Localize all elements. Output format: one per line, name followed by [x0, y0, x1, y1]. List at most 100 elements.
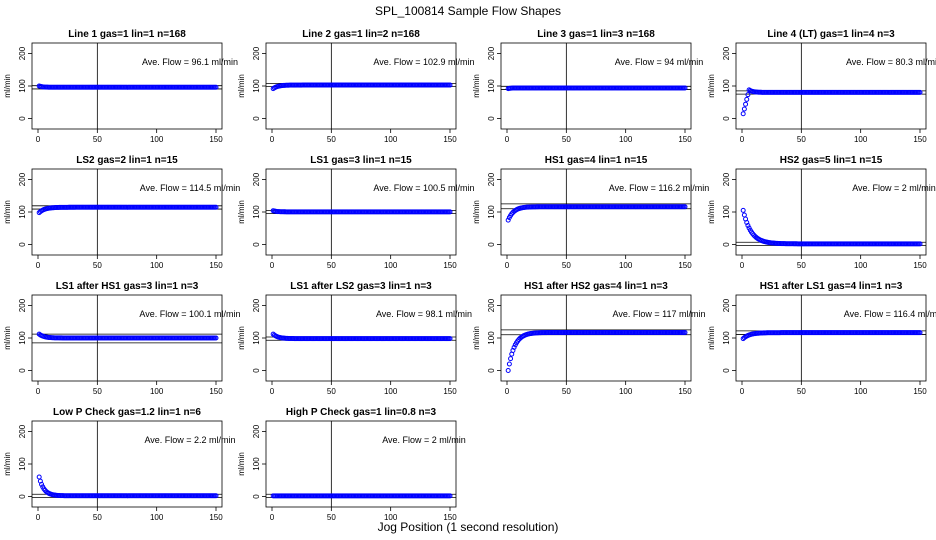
- y-tick-label: 100: [487, 331, 496, 345]
- panel-11: HS1 after HS2 gas=4 lin=1 n=3 ml/min 0 100 2…: [472, 281, 705, 396]
- x-tick-label: 50: [93, 261, 102, 270]
- data-points: [270, 331, 453, 342]
- y-tick-label: 100: [722, 331, 731, 345]
- y-axis-label: ml/min: [707, 326, 716, 350]
- panel-5: LS2 gas=2 lin=1 n=15 ml/min 0 100 200 0 50 100 1…: [3, 155, 240, 270]
- x-tick-label: 150: [209, 135, 223, 144]
- panels: Line 1 gas=1 lin=1 n=168 ml/min 0 100 200 0 50…: [3, 29, 936, 522]
- panel-title: Line 3 gas=1 lin=3 n=168: [537, 29, 655, 40]
- x-tick-label: 150: [678, 135, 692, 144]
- data-point: [447, 336, 453, 342]
- y-axis-label: ml/min: [3, 74, 12, 98]
- y-tick-label: 0: [487, 116, 496, 121]
- panel-title: HS1 after LS1 gas=4 lin=1 n=3: [760, 281, 903, 292]
- data-points: [270, 208, 453, 215]
- panel-9: LS1 after HS1 gas=3 lin=1 n=3 ml/min 0 100 2…: [3, 281, 241, 396]
- x-tick-label: 150: [913, 261, 927, 270]
- y-axis-label: ml/min: [237, 452, 246, 476]
- data-point: [213, 204, 219, 210]
- data-point: [506, 361, 512, 367]
- x-tick-label: 50: [327, 387, 336, 396]
- data-point: [743, 101, 749, 107]
- data-point: [917, 89, 923, 95]
- y-tick-label: 0: [722, 116, 731, 121]
- data-points: [270, 82, 453, 92]
- x-tick-label: 0: [36, 135, 41, 144]
- x-tick-label: 150: [913, 135, 927, 144]
- y-tick-label: 200: [252, 298, 261, 312]
- x-tick-label: 100: [619, 387, 633, 396]
- x-tick-label: 0: [270, 261, 275, 270]
- y-tick-label: 200: [487, 298, 496, 312]
- y-axis-label: ml/min: [3, 200, 12, 224]
- y-axis-label: ml/min: [3, 452, 12, 476]
- y-tick-label: 200: [722, 172, 731, 186]
- x-tick-label: 100: [384, 261, 398, 270]
- y-tick-label: 100: [487, 205, 496, 219]
- plot-frame: [500, 294, 692, 382]
- data-point: [740, 207, 746, 213]
- x-tick-label: 50: [327, 513, 336, 522]
- y-tick-label: 200: [722, 46, 731, 60]
- data-points: [740, 207, 923, 247]
- y-tick-label: 0: [18, 494, 27, 499]
- x-tick-label: 0: [740, 135, 745, 144]
- x-tick-label: 0: [36, 261, 41, 270]
- x-tick-label: 50: [93, 135, 102, 144]
- data-point: [741, 106, 747, 112]
- data-points: [505, 204, 688, 223]
- data-point: [511, 344, 517, 350]
- y-tick-label: 200: [18, 298, 27, 312]
- panel-12: HS1 after LS1 gas=4 lin=1 n=3 ml/min 0 100 2…: [707, 281, 936, 396]
- x-tick-label: 150: [209, 261, 223, 270]
- x-tick-label: 0: [740, 261, 745, 270]
- y-tick-label: 100: [722, 79, 731, 93]
- data-point: [447, 82, 453, 88]
- y-tick-label: 0: [252, 242, 261, 247]
- data-points: [740, 87, 923, 117]
- y-tick-label: 0: [487, 242, 496, 247]
- data-point: [447, 493, 453, 499]
- panel-title: Line 2 gas=1 lin=2 n=168: [302, 29, 420, 40]
- x-tick-label: 0: [505, 135, 510, 144]
- x-tick-label: 150: [678, 387, 692, 396]
- panel-3: Line 3 gas=1 lin=3 n=168 ml/min 0 100 200 0 50…: [472, 29, 703, 144]
- y-tick-label: 0: [18, 116, 27, 121]
- data-point: [682, 204, 688, 210]
- y-tick-label: 100: [487, 79, 496, 93]
- x-tick-label: 50: [562, 261, 571, 270]
- panel-title: LS1 gas=3 lin=1 n=15: [310, 155, 412, 166]
- average-flow-annotation: Ave. Flow = 94 ml/min: [615, 57, 704, 67]
- x-tick-label: 50: [562, 387, 571, 396]
- x-tick-label: 50: [93, 513, 102, 522]
- y-tick-label: 100: [18, 79, 27, 93]
- panel-6: LS1 gas=3 lin=1 n=15 ml/min 0 100 200 0 50 100 1…: [237, 155, 475, 270]
- average-flow-annotation: Ave. Flow = 114.5 ml/min: [140, 183, 240, 193]
- x-tick-label: 100: [384, 135, 398, 144]
- x-tick-label: 150: [913, 387, 927, 396]
- x-tick-label: 150: [443, 387, 457, 396]
- data-points: [270, 493, 453, 499]
- panel-title: High P Check gas=1 lin=0.8 n=3: [286, 407, 437, 418]
- x-tick-label: 50: [562, 135, 571, 144]
- panel-title: LS1 after LS2 gas=3 lin=1 n=3: [290, 281, 432, 292]
- average-flow-annotation: Ave. Flow = 116.4 ml/min: [844, 309, 936, 319]
- x-tick-label: 150: [443, 261, 457, 270]
- y-tick-label: 200: [18, 172, 27, 186]
- y-axis-label: ml/min: [707, 200, 716, 224]
- panel-2: Line 2 gas=1 lin=2 n=168 ml/min 0 100 200 0 50…: [237, 29, 475, 144]
- y-tick-label: 100: [252, 457, 261, 471]
- x-tick-label: 100: [150, 261, 164, 270]
- x-tick-label: 150: [443, 513, 457, 522]
- y-tick-label: 100: [18, 457, 27, 471]
- average-flow-annotation: Ave. Flow = 80.3 ml/min: [846, 57, 936, 67]
- average-flow-annotation: Ave. Flow = 117 ml/min: [613, 309, 706, 319]
- y-tick-label: 200: [18, 424, 27, 438]
- average-flow-annotation: Ave. Flow = 98.1 ml/min: [376, 309, 472, 319]
- y-tick-label: 200: [722, 298, 731, 312]
- y-tick-label: 0: [18, 242, 27, 247]
- average-flow-annotation: Ave. Flow = 102.9 ml/min: [373, 57, 474, 67]
- x-tick-label: 150: [209, 387, 223, 396]
- y-axis-label: ml/min: [707, 74, 716, 98]
